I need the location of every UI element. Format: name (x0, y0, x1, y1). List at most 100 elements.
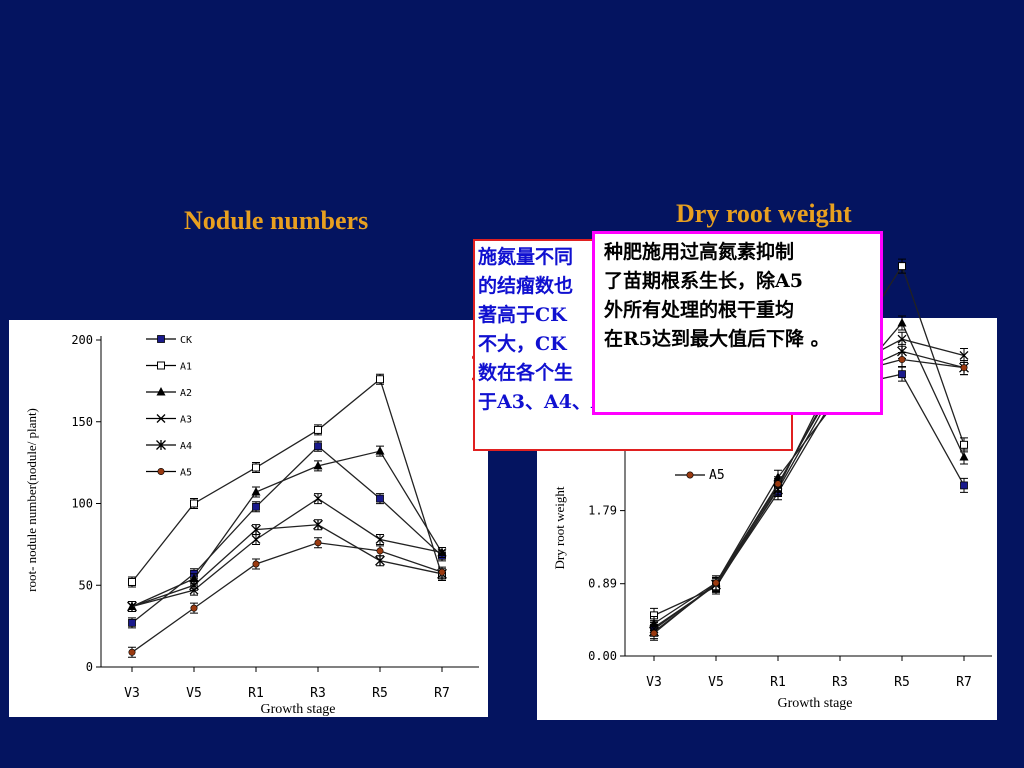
x-tick-label: R5 (372, 686, 388, 701)
series-a5 (650, 352, 968, 641)
data-point (313, 519, 323, 530)
x-axis-label: Growth stage (777, 696, 852, 711)
data-point (959, 351, 969, 360)
x-tick-label: R5 (894, 675, 910, 690)
x-tick-label: R1 (248, 686, 264, 701)
nodule-numbers-chart-panel: 0 50 100 150 200 V3 V5 R1 R3 R5 R7 Growth stage root… (9, 320, 488, 717)
data-point (375, 555, 385, 566)
data-point (376, 375, 384, 384)
data-point (314, 442, 322, 451)
nodule-callout-line: 施氮量不同 (478, 246, 574, 268)
y-tick-label: 0.00 (588, 649, 617, 663)
data-point (898, 370, 906, 379)
nodule-numbers-title: Nodule numbers (184, 206, 369, 235)
nodule-callout-line: 的结瘤数也 (478, 275, 574, 297)
data-point (313, 460, 323, 470)
data-point (898, 356, 906, 364)
series-line (131, 450, 443, 608)
nodule-callout-line: 于A3、A4、A5 (478, 391, 619, 413)
data-point (650, 629, 658, 637)
data-point (127, 601, 137, 612)
data-point (897, 334, 907, 344)
legend-marker (157, 468, 165, 476)
data-point (314, 425, 322, 434)
legend-marker (156, 414, 166, 423)
x-tick-label: R7 (956, 675, 972, 690)
legend-label: A2 (180, 388, 192, 399)
root-weight-callout-line: 在R5达到最大值后下降 。 (604, 328, 830, 350)
legend-item-a2: A2 (146, 387, 192, 399)
series-line (131, 378, 443, 583)
data-point (128, 648, 136, 656)
data-point (190, 499, 198, 508)
data-point (960, 364, 968, 372)
x-tick-label: V3 (646, 675, 662, 690)
data-point (960, 440, 968, 449)
y-tick-label: 1.79 (588, 504, 617, 518)
series-line (131, 445, 443, 624)
data-point (376, 547, 384, 555)
data-point (313, 494, 323, 504)
root-weight-callout-line: 种肥施用过高氮素抑制 (604, 241, 795, 263)
y-tick-label: 0.89 (588, 577, 617, 591)
legend-item-a5: A5 (675, 468, 725, 483)
legend-item-a1: A1 (146, 361, 192, 373)
x-tick-label: R7 (434, 686, 450, 701)
legend-label: A1 (180, 362, 192, 373)
x-tick-label: V5 (708, 675, 724, 690)
data-point (375, 535, 385, 544)
legend-marker (156, 387, 166, 396)
x-tick-label: R3 (310, 686, 326, 701)
data-point (128, 577, 136, 586)
series-line (131, 524, 443, 608)
data-point (252, 560, 260, 568)
data-point (128, 618, 136, 627)
y-axis-label: Dry root weight (552, 486, 567, 569)
series-line (653, 350, 965, 633)
y-tick-label: 100 (71, 497, 93, 511)
x-axis-label: Growth stage (260, 702, 335, 717)
legend-marker (156, 440, 166, 450)
series-ck (128, 440, 446, 629)
y-tick-label: 150 (71, 415, 93, 429)
data-point (251, 524, 261, 535)
legend-item-a4: A4 (146, 440, 192, 452)
legend-item-a5: A5 (146, 468, 192, 479)
legend-label: CK (180, 335, 192, 346)
nodule-callout-line: 著高于CK (478, 304, 567, 326)
data-point (189, 580, 199, 591)
x-tick-label: R3 (832, 675, 848, 690)
series-line (653, 358, 965, 634)
data-point (774, 480, 782, 488)
legend-marker (157, 335, 165, 343)
data-point (252, 502, 260, 511)
nodule-numbers-chart: 0 50 100 150 200 V3 V5 R1 R3 R5 R7 Growth stage root… (24, 333, 479, 717)
data-point (251, 487, 261, 496)
series-a4 (127, 519, 447, 613)
legend-label: A5 (709, 468, 725, 483)
x-tick-label: V5 (186, 686, 202, 701)
legend-marker (157, 361, 165, 370)
root-weight-callout-line: 外所有处理的根干重均 (604, 299, 795, 321)
y-tick-label: 0 (86, 660, 93, 674)
legend-label: A4 (180, 441, 192, 452)
nodule-callout-line: 不大，CK (478, 333, 567, 355)
series-line (131, 542, 443, 653)
legend-label: A5 (180, 468, 192, 479)
root-weight-callout: 种肥施用过高氮素抑制 了苗期根系生长，除A5 外所有处理的根干重均 在R5达到最大值后… (592, 231, 883, 415)
y-tick-label: 200 (71, 333, 93, 347)
y-axis-label: root- nodule number(nodule/ plant) (24, 408, 39, 592)
legend-label: A3 (180, 415, 192, 426)
legend-item-ck: CK (146, 335, 192, 346)
y-tick-label: 50 (79, 578, 93, 592)
data-point (314, 539, 322, 547)
series-line (131, 497, 443, 608)
legend-item-a3: A3 (146, 414, 192, 426)
x-tick-label: V3 (124, 686, 140, 701)
series-line (653, 321, 965, 625)
data-point (438, 568, 446, 576)
data-point (898, 262, 906, 271)
legend-marker (686, 471, 694, 479)
dry-root-weight-title: Dry root weight (676, 199, 852, 228)
data-point (190, 604, 198, 612)
